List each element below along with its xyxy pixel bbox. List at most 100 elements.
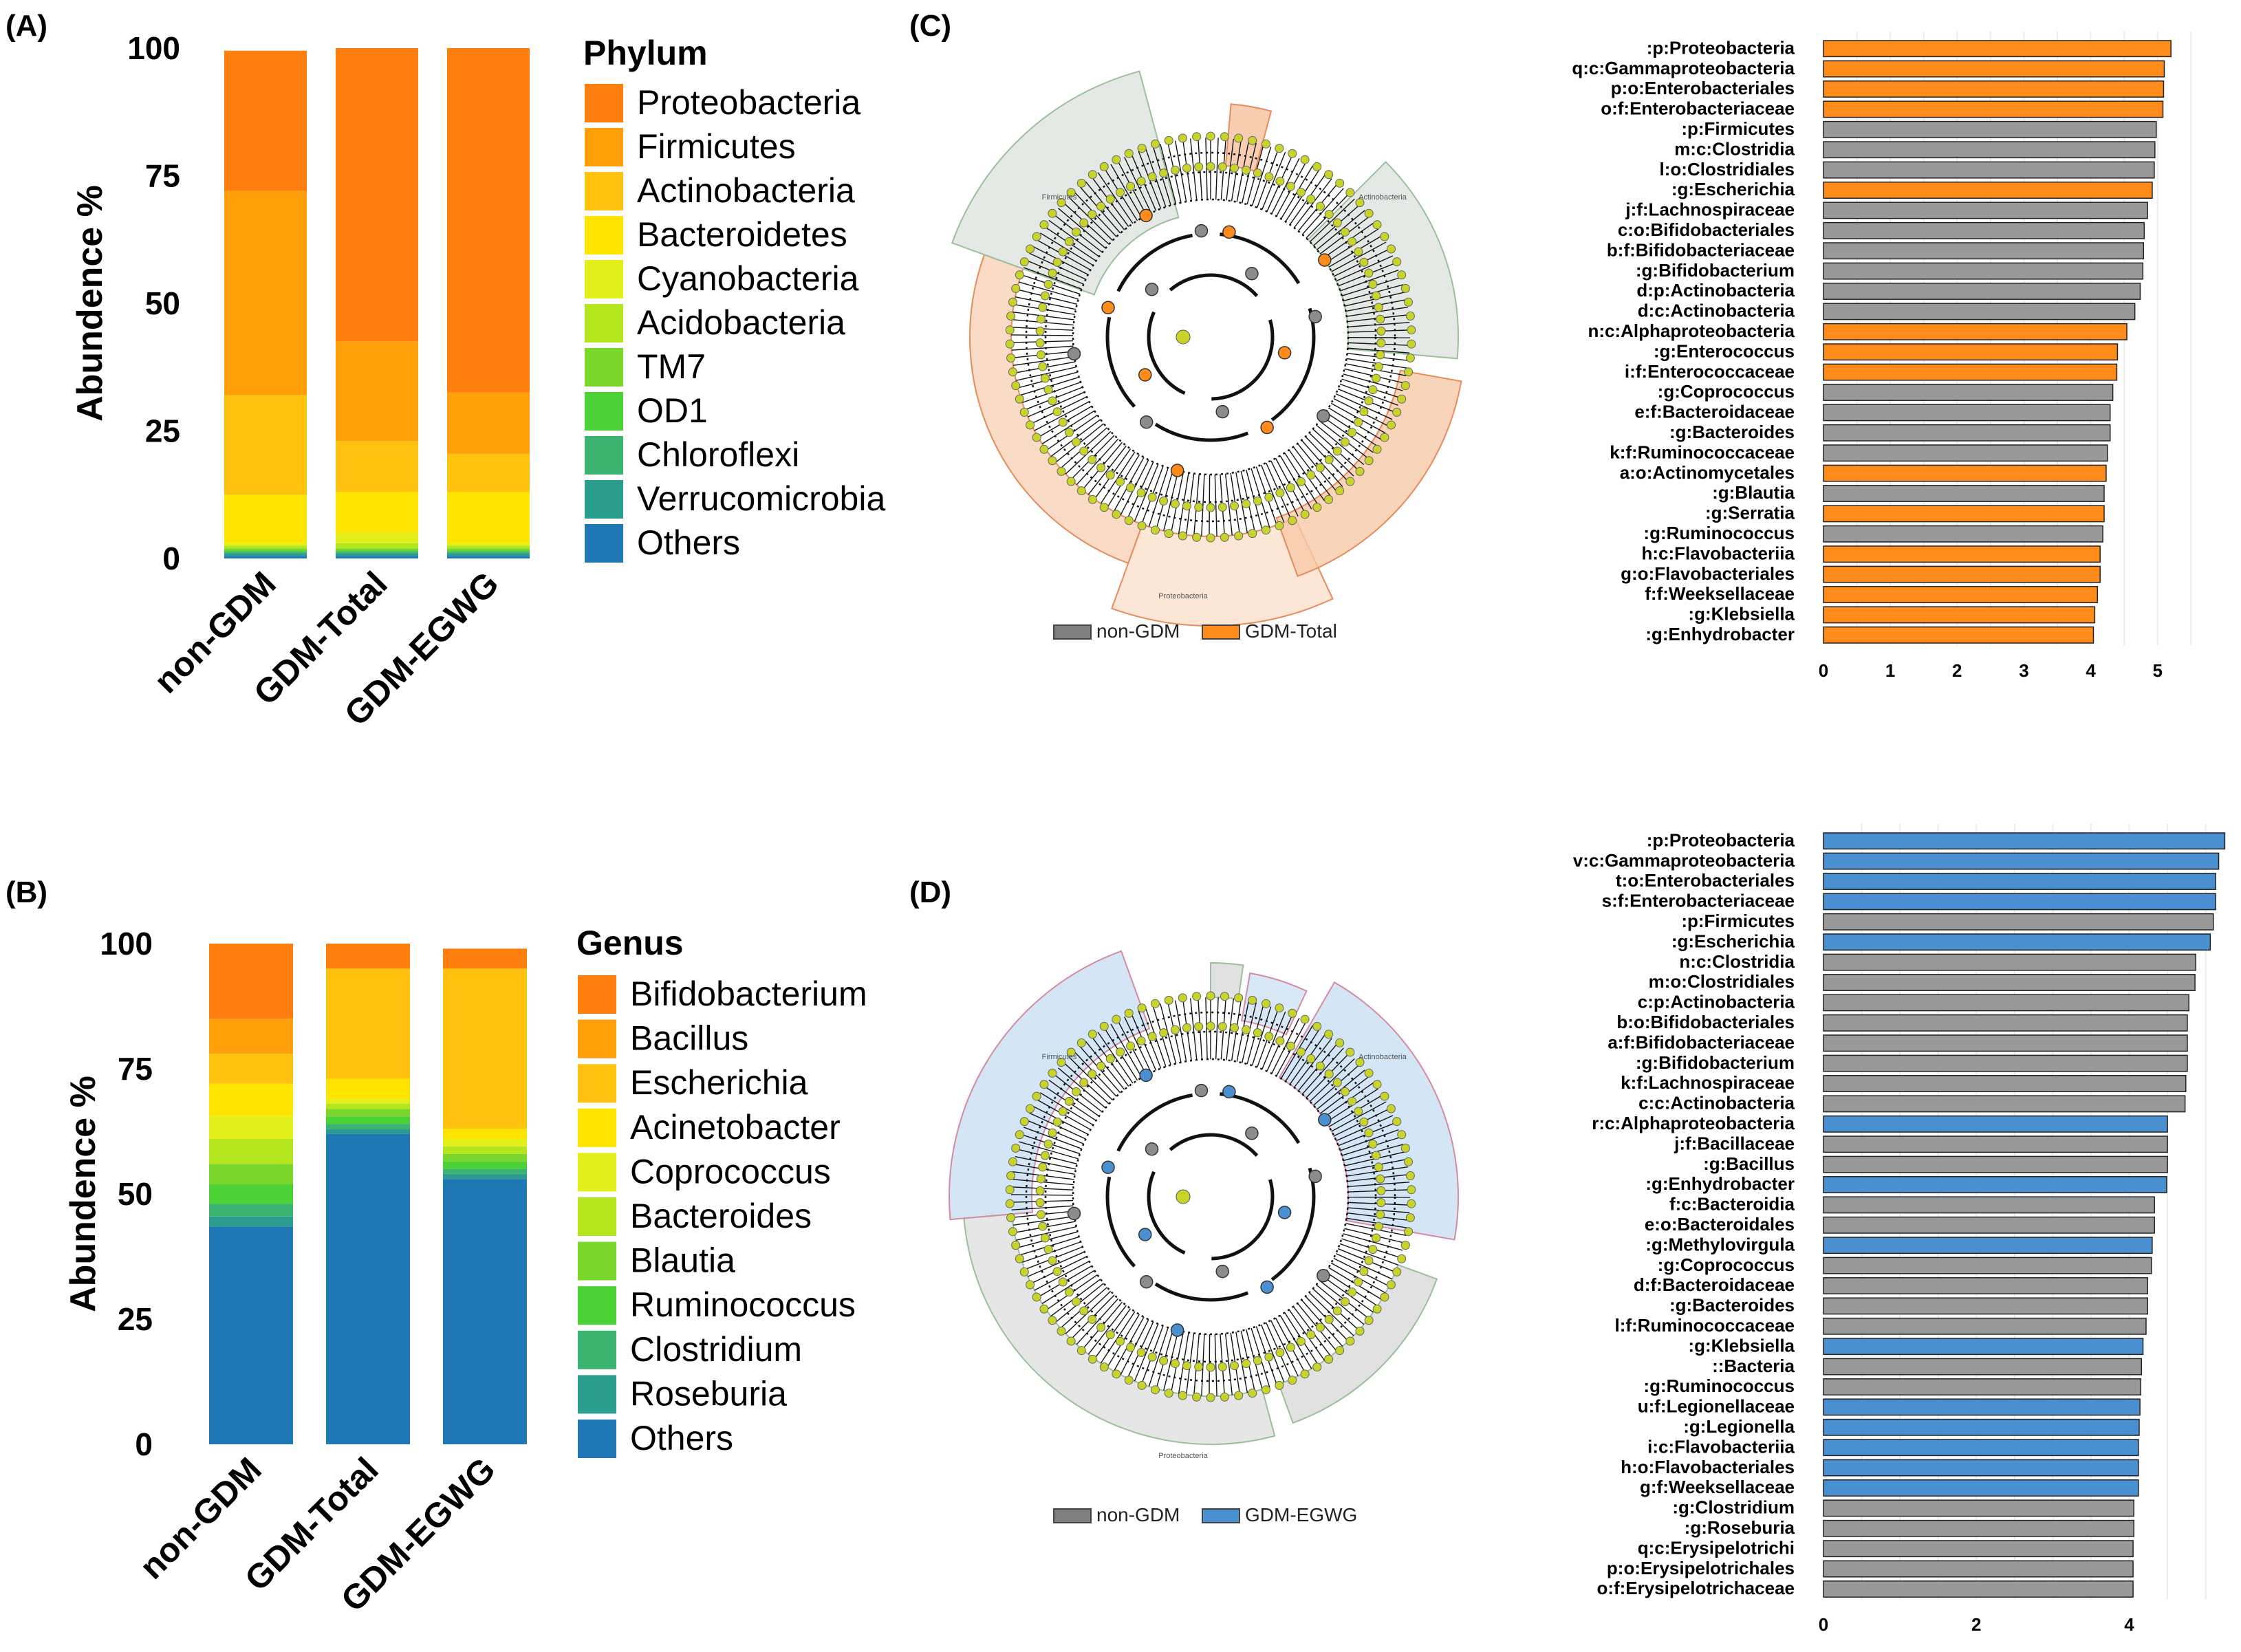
bar-segment-actinobacteria <box>224 395 307 495</box>
tree-node <box>1192 132 1202 142</box>
taxon-label: :g:Roseburia <box>1685 1517 1795 1538</box>
tree-node <box>1072 1297 1081 1307</box>
tree-branch <box>1347 322 1410 328</box>
tree-branch <box>1068 196 1114 241</box>
lda-bar <box>1823 384 2114 401</box>
tree-node <box>1164 529 1173 539</box>
taxon-label: d:c:Actinobacteria <box>1638 301 1795 321</box>
bar-segment-bacteroides <box>209 1138 293 1164</box>
lda-bar <box>1823 363 2118 381</box>
legend-label: GDM-EGWG <box>1245 1504 1357 1525</box>
lda-bar <box>1823 1054 2188 1072</box>
tree-node <box>1136 488 1146 498</box>
bar-segment-blautia <box>326 1109 410 1117</box>
bar-segment-verrucomicrobia <box>336 553 418 556</box>
tree-node <box>1380 1091 1389 1101</box>
tree-node <box>1206 131 1215 141</box>
taxon-label: h:o:Flavobacteriales <box>1621 1457 1795 1477</box>
legend-swatch <box>578 1064 616 1103</box>
tree-node <box>1374 1221 1383 1231</box>
taxon-label: :g:Escherichia <box>1671 179 1795 199</box>
tree-node <box>1296 477 1306 486</box>
legend-label: GDM-Total <box>1245 620 1337 642</box>
bar-segment-tm7 <box>336 548 418 551</box>
tree-node <box>1354 417 1363 427</box>
taxon-label: a:f:Bifidobacteriaceae <box>1607 1032 1795 1052</box>
taxon-label: l:f:Ruminococcaceae <box>1614 1315 1795 1336</box>
tree-node <box>1019 407 1029 417</box>
legend-label: TM7 <box>637 347 706 386</box>
legend-title: Genus <box>576 924 684 962</box>
tree-node <box>1405 354 1415 363</box>
lda-bar <box>1823 893 2216 911</box>
tree-node <box>1404 367 1414 377</box>
tree-node <box>1019 1117 1029 1127</box>
tree-node <box>1264 1352 1274 1362</box>
bar-segment-tm7 <box>224 548 307 551</box>
taxon-label: o:f:Erysipelotrichaceae <box>1596 1578 1795 1598</box>
legend-swatch <box>1053 1508 1092 1523</box>
tree-root <box>1176 1189 1191 1204</box>
lda-bar <box>1823 485 2105 502</box>
lda-bar <box>1823 161 2155 179</box>
bar-segment-acidobacteria <box>336 543 418 549</box>
tree-node <box>1407 1185 1416 1195</box>
tree-branch <box>1271 1017 1300 1074</box>
tree-node <box>1359 1117 1369 1127</box>
tree-branch <box>1205 138 1208 200</box>
tree-node <box>1072 1087 1081 1096</box>
legend-swatch <box>585 524 623 563</box>
tree-node <box>1039 1304 1049 1314</box>
tree-node <box>1194 502 1204 512</box>
legend-label: Ruminococcus <box>630 1285 856 1324</box>
lda-bar <box>1823 1479 2139 1497</box>
tree-node <box>1178 531 1187 541</box>
taxon-label: u:f:Legionellaceae <box>1638 1396 1795 1417</box>
tree-node <box>1355 1326 1365 1336</box>
tree-node <box>1306 470 1316 480</box>
tree-node <box>1136 1036 1146 1045</box>
tree-node <box>1170 1025 1180 1034</box>
tree-node <box>1355 466 1365 476</box>
lda-bar <box>1823 626 2094 644</box>
taxon-label: p:o:Enterobacteriales <box>1611 78 1795 98</box>
tree-node <box>1354 1107 1363 1116</box>
tree-branch <box>1331 241 1387 272</box>
tree-node <box>1217 502 1227 512</box>
tree-branch <box>1100 1311 1136 1364</box>
tree-node <box>1354 247 1363 257</box>
tree-branch <box>1124 157 1152 213</box>
tree-branch <box>1271 157 1300 215</box>
lda-bar <box>1823 1540 2134 1558</box>
tree-node <box>1039 220 1049 230</box>
tree-node <box>1206 1362 1215 1372</box>
tree-node <box>1124 1376 1134 1385</box>
lda-bar <box>1823 1338 2144 1356</box>
bar-segment-acinetobacter <box>326 1078 410 1099</box>
lda-bar <box>1823 40 2172 58</box>
tree-node <box>1354 1277 1363 1287</box>
tree-branch <box>1308 432 1354 477</box>
tree-node <box>1220 992 1229 1001</box>
taxon-label: :g:Klebsiella <box>1688 604 1795 624</box>
tree-branch <box>1174 140 1187 202</box>
tree-node <box>1248 995 1257 1005</box>
tree-node <box>1015 270 1024 280</box>
legend-swatch <box>578 1108 616 1147</box>
tree-node <box>1242 1359 1251 1369</box>
taxon-label: c:c:Actinobacteria <box>1638 1093 1795 1113</box>
lda-bar <box>1823 525 2103 543</box>
tree-node <box>1147 1032 1157 1041</box>
bar-segment-blautia <box>209 1164 293 1184</box>
tree-node <box>1006 1171 1016 1180</box>
tree-node-highlight <box>1194 224 1209 238</box>
tree-node <box>1008 1227 1017 1237</box>
taxon-label: :g:Bacillus <box>1703 1153 1795 1174</box>
tree-node <box>1345 188 1355 197</box>
tree-branch <box>1262 151 1286 210</box>
tree-node <box>1064 237 1074 246</box>
lda-bar <box>1823 1519 2134 1537</box>
tree-node <box>1404 297 1414 307</box>
tree-node <box>1217 162 1227 172</box>
tree-node <box>1096 202 1106 211</box>
